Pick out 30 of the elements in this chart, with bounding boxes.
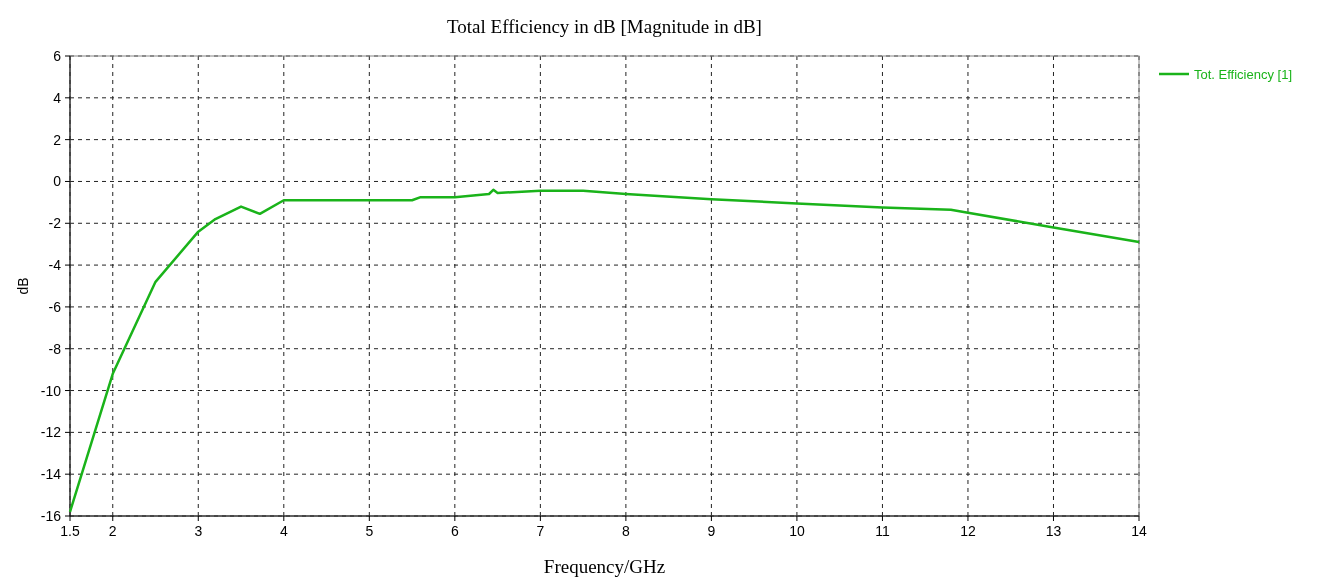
x-axis-title: Frequency/GHz [543, 556, 666, 577]
x-tick-label: 7 [536, 523, 545, 539]
y-tick-label: 2 [53, 131, 62, 148]
x-tick-label: 10 [789, 523, 805, 539]
x-tick-label: 8 [621, 523, 630, 539]
y-axis-title: dB [15, 277, 31, 295]
legend-label: Tot. Efficiency [1] [1194, 67, 1293, 82]
y-tick-label: 0 [53, 173, 62, 190]
x-tick-label: 2 [108, 523, 117, 539]
x-tick-label: 6 [450, 523, 459, 539]
y-tick-label: -10 [40, 382, 62, 399]
x-tick-label: 5 [365, 523, 374, 539]
y-tick-label: -16 [40, 508, 62, 524]
y-tick-label: 4 [53, 89, 62, 106]
x-tick-label: 4 [279, 523, 288, 539]
x-tick-label: 12 [960, 523, 976, 539]
y-tick-label: -12 [40, 424, 62, 441]
x-tick-label: 1.5 [60, 523, 80, 539]
x-tick-label: 3 [194, 523, 203, 539]
x-tick-label: 14 [1131, 523, 1147, 539]
y-tick-label: -4 [48, 257, 62, 274]
y-tick-label: 6 [53, 48, 62, 64]
y-tick-label: -14 [40, 466, 62, 483]
x-tick-label: 9 [707, 523, 716, 539]
x-tick-label: 13 [1045, 523, 1062, 539]
y-tick-label: -8 [48, 340, 62, 357]
y-tick-label: -2 [48, 215, 62, 232]
x-tick-label: 11 [875, 523, 890, 539]
chart-title: Total Efficiency in dB [Magnitude in dB] [447, 16, 762, 37]
y-tick-label: -6 [48, 298, 62, 315]
